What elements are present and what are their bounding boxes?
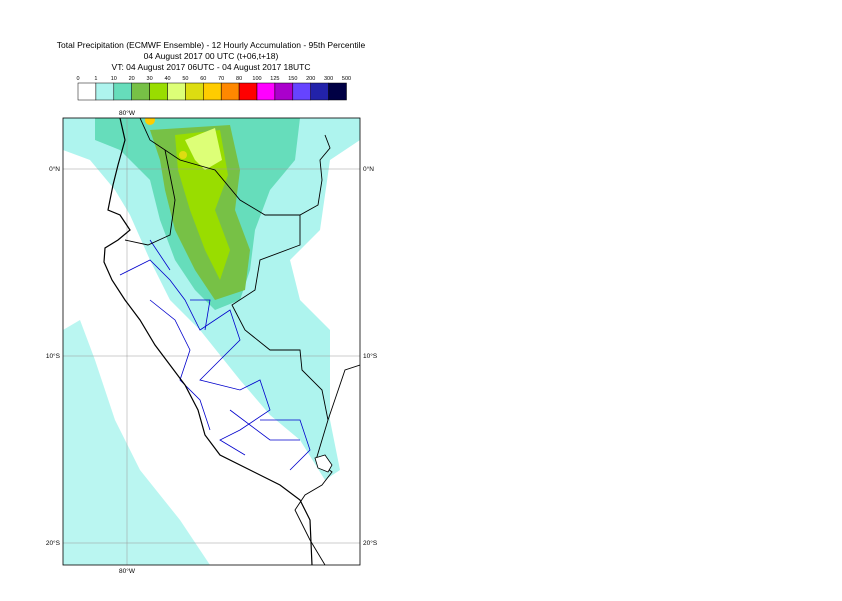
- coastline: [103, 118, 313, 565]
- lat-label: 10°S: [363, 352, 378, 360]
- lon-label: 80°W: [119, 109, 136, 117]
- title-line: 04 August 2017 00 UTC (t+06,t+18): [144, 51, 279, 61]
- legend-swatch: [167, 82, 186, 101]
- legend: 0 1 10 20 30 40 50 60 70 80 100 125 150 200 300 500: [76, 76, 351, 101]
- legend-label: 125: [270, 76, 279, 82]
- legend-label: 300: [324, 76, 333, 82]
- legend-swatch: [95, 82, 115, 101]
- legend-label: 200: [306, 76, 315, 82]
- lon-label: 80°W: [119, 567, 136, 575]
- legend-swatch: [292, 82, 311, 101]
- legend-label: 100: [252, 76, 261, 82]
- legend-swatch: [131, 82, 150, 101]
- legend-swatch: [220, 82, 240, 101]
- legend-label: 70: [218, 76, 224, 82]
- lat-label: 0°N: [363, 165, 374, 173]
- legend-swatch: [328, 82, 347, 101]
- legend-swatch: [185, 82, 204, 101]
- lat-label: 10°S: [46, 352, 61, 360]
- rain-intense: [185, 128, 222, 170]
- lat-label: 20°S: [363, 539, 378, 547]
- legend-swatch: [113, 82, 132, 101]
- legend-swatch: [238, 82, 258, 101]
- legend-label: 0: [76, 76, 79, 82]
- lat-label: 20°S: [46, 539, 61, 547]
- rain-spot: [145, 118, 155, 125]
- legend-swatch: [256, 82, 276, 101]
- title-line: VT: 04 August 2017 06UTC - 04 August 201…: [112, 62, 311, 72]
- legend-label: 10: [111, 76, 117, 82]
- legend-label: 1: [94, 76, 97, 82]
- legend-label: 150: [288, 76, 297, 82]
- legend-label: 50: [182, 76, 188, 82]
- legend-swatch: [274, 82, 294, 101]
- legend-swatch: [203, 82, 222, 101]
- legend-label: 40: [164, 76, 170, 82]
- rain-light: [63, 320, 210, 565]
- region-borders: [119, 239, 311, 471]
- lat-label: 0°N: [49, 165, 60, 173]
- title-block: Total Precipitation (ECMWF Ensemble) - 1…: [57, 40, 366, 72]
- rain-heavier: [175, 130, 230, 280]
- title-line: Total Precipitation (ECMWF Ensemble) - 1…: [57, 40, 366, 50]
- legend-swatch: [77, 82, 97, 101]
- legend-swatch: [149, 82, 168, 101]
- legend-swatch: [310, 82, 329, 101]
- legend-label: 30: [147, 76, 153, 82]
- lake-titicaca: [314, 454, 333, 473]
- legend-label: 80: [236, 76, 242, 82]
- national-borders: [124, 118, 360, 565]
- map-frame: [62, 117, 361, 566]
- legend-label: 20: [129, 76, 135, 82]
- legend-label: 60: [200, 76, 206, 82]
- rain-spot: [179, 151, 187, 159]
- legend-label: 500: [342, 76, 351, 82]
- map: 80°W 80°W 0°N 0°N 10°S 10°S 20°S 20°S: [46, 109, 378, 575]
